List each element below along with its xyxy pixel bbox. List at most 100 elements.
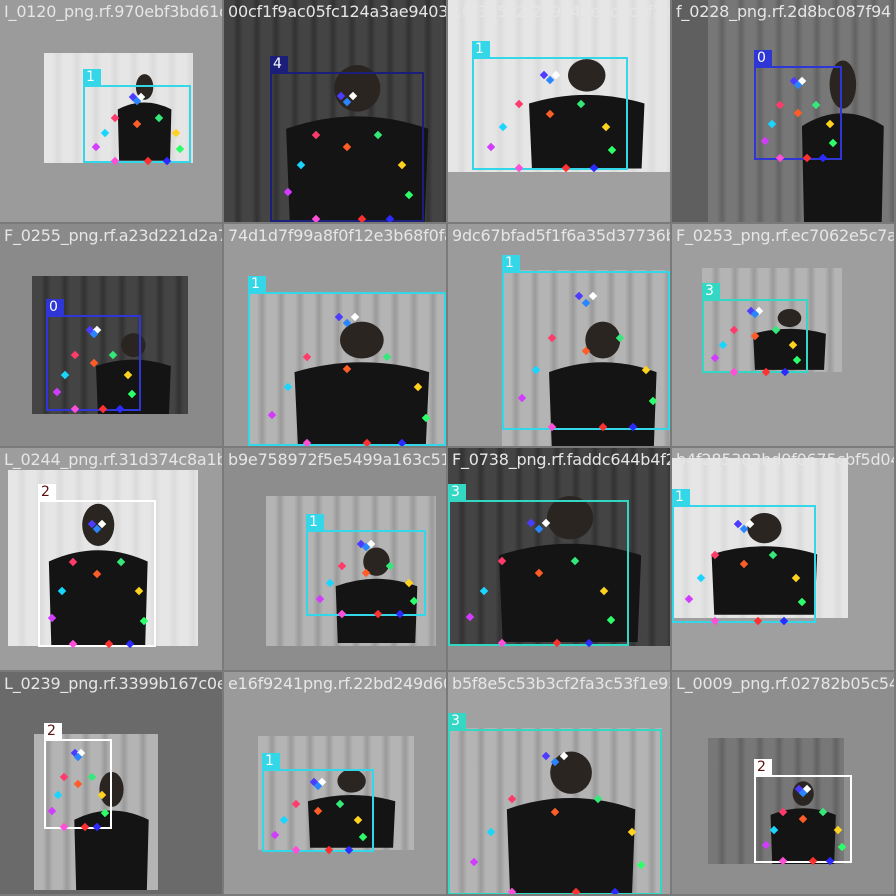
class-label-tag: 0 <box>46 299 64 316</box>
detection-bounding-box: 1 <box>306 514 426 616</box>
person-head <box>547 496 594 540</box>
person-silhouette <box>294 321 430 446</box>
image-filename: f_0228_png.rf.2d8bc087f94 <box>676 2 892 21</box>
training-photo <box>448 0 670 172</box>
mosaic-tile: 3 b5f8e5c53b3cf2fa3c53f1e9560039c6 <box>448 672 670 894</box>
mosaic-tile: 1 I_0120_png.rf.970ebf3bd61d0f192c56d2444… <box>0 0 222 222</box>
detection-bounding-box: 0 <box>46 299 141 411</box>
detection-bounding-box: 1 <box>83 69 191 163</box>
image-filename: 10f3d5c2f2a9e4de5c8c9f1a2f5d89b <box>452 2 670 21</box>
training-photo <box>266 496 436 646</box>
person-torso <box>711 546 818 615</box>
person-torso <box>95 359 171 414</box>
class-label-tag: 2 <box>38 484 56 501</box>
image-filename: b4f285383bd0f0675cbf5d04 <box>676 450 894 469</box>
person-head <box>829 60 857 109</box>
class-label-tag: 0 <box>754 50 772 67</box>
class-label-tag: 3 <box>448 484 466 501</box>
person-torso <box>801 113 884 222</box>
image-filename: 00cf1f9ac05fc124a3ae9403d3039fc54a2f52e2… <box>228 2 446 21</box>
detection-bounding-box: 1 <box>248 276 446 446</box>
detection-bounding-box: 1 <box>672 489 816 623</box>
class-label-tag: 4 <box>270 56 288 73</box>
class-label-tag: 1 <box>672 489 690 506</box>
person-head <box>585 321 621 359</box>
person-torso <box>294 362 430 446</box>
detection-bounding-box: 2 <box>44 723 112 829</box>
class-label-tag: 1 <box>248 276 266 293</box>
training-photo <box>448 448 670 646</box>
detection-bounding-box: 1 <box>472 41 628 170</box>
image-filename: F_0255_png.rf.a23d221d2a7401a7d94cdbc07a… <box>4 226 222 245</box>
training-photo <box>708 738 844 864</box>
class-label-tag: 1 <box>472 41 490 58</box>
class-label-tag: 2 <box>754 759 772 776</box>
mosaic-tile: 2 L_0244_png.rf.31d374c8a1b962758972f5e54… <box>0 448 222 670</box>
class-label-tag: 3 <box>702 283 720 300</box>
training-photo <box>224 0 446 222</box>
person-head <box>747 512 782 544</box>
person-silhouette <box>506 751 636 894</box>
person-torso <box>286 116 429 222</box>
class-label-tag: 1 <box>262 753 280 770</box>
mosaic-tile: 0 f_0228_png.rf.2d8bc087f94 <box>672 0 894 222</box>
person-silhouette <box>711 512 818 615</box>
class-label-tag: 1 <box>502 255 520 272</box>
person-torso <box>499 543 642 643</box>
class-label-tag: 3 <box>448 713 466 730</box>
person-torso <box>74 810 149 890</box>
person-head <box>550 751 592 794</box>
image-filename: L_0244_png.rf.31d374c8a1b962758972f5e549… <box>4 450 222 469</box>
image-filename: F_0253_png.rf.ec7062e5c7a908 <box>676 226 894 245</box>
mosaic-tile: 3 F_0253_png.rf.ec7062e5c7a908 <box>672 224 894 446</box>
training-photo <box>672 458 848 618</box>
person-head <box>777 308 802 328</box>
detection-bounding-box: 4 <box>270 56 424 222</box>
mosaic-tile: 1 b9e758972f5e5499a163c51f3688d65c9f65fad… <box>224 448 446 670</box>
training-photo <box>702 268 842 372</box>
person-head <box>339 321 384 359</box>
detection-bounding-box: 3 <box>702 283 808 373</box>
class-label-tag: 2 <box>44 723 62 740</box>
image-filename: e16f9241png.rf.22bd249d6074 <box>228 674 446 693</box>
detection-bounding-box: 2 <box>38 484 156 647</box>
detection-bounding-box: 2 <box>754 759 852 863</box>
person-silhouette <box>499 496 642 643</box>
training-photo <box>258 736 414 850</box>
image-filename: b5f8e5c53b3cf2fa3c53f1e9560039c6 <box>452 674 670 693</box>
image-filename: L_0239_png.rf.3399b167c0e16f92419b22bd24… <box>4 674 222 693</box>
person-torso <box>506 798 636 894</box>
mosaic-tile: 2 L_0009_png.rf.02782b05c548 <box>672 672 894 894</box>
class-label-tag: 1 <box>83 69 101 86</box>
mosaic-tile: 1 74d1d7f99a8f0f12e3b68f0fa2e3 <box>224 224 446 446</box>
detection-bounding-box: 0 <box>754 50 842 160</box>
person-silhouette <box>286 65 429 222</box>
training-photo <box>44 53 193 163</box>
person-silhouette <box>801 60 884 222</box>
mosaic-tile: 4 00cf1f9ac05fc124a3ae9403d3039fc54a2f52e… <box>224 0 446 222</box>
image-filename: I_0120_png.rf.970ebf3bd61d0f192c56d2444d… <box>4 2 222 21</box>
mosaic-tile: 0 F_0255_png.rf.a23d221d2a7401a7d94cdbc07… <box>0 224 222 446</box>
class-label-tag: 1 <box>306 514 324 531</box>
mosaic-tile: 1 10f3d5c2f2a9e4de5c8c9f1a2f5d89b <box>448 0 670 222</box>
detection-bounding-box: 3 <box>448 484 629 646</box>
mosaic-tile: 1 e16f9241png.rf.22bd249d6074 <box>224 672 446 894</box>
person-torso <box>770 808 836 864</box>
image-filename: b9e758972f5e5499a163c51f3688d65c9f65fadd… <box>228 450 446 469</box>
mosaic-tile: 1 b4f285383bd0f0675cbf5d04 <box>672 448 894 670</box>
person-head <box>337 769 366 793</box>
image-filename: 74d1d7f99a8f0f12e3b68f0fa2e3 <box>228 226 446 245</box>
mosaic-tile: 2 L_0239_png.rf.3399b167c0e16f92419b22bd2… <box>0 672 222 894</box>
image-filename: F_0738_png.rf.faddc644b4f285 <box>452 450 670 469</box>
image-filename: L_0009_png.rf.02782b05c548 <box>676 674 894 693</box>
person-torso <box>48 550 148 646</box>
mosaic-tile: 1 9dc67bfad5f1f6a35d37736b9ffae02b3e3c347… <box>448 224 670 446</box>
detection-bounding-box: 1 <box>502 255 670 430</box>
detection-bounding-box: 1 <box>262 753 374 852</box>
training-photo <box>448 728 662 894</box>
person-head <box>363 547 390 576</box>
mosaic-tile: 3 F_0738_png.rf.faddc644b4f285 <box>448 448 670 670</box>
detection-bounding-box: 3 <box>448 713 662 894</box>
person-head <box>567 59 606 92</box>
